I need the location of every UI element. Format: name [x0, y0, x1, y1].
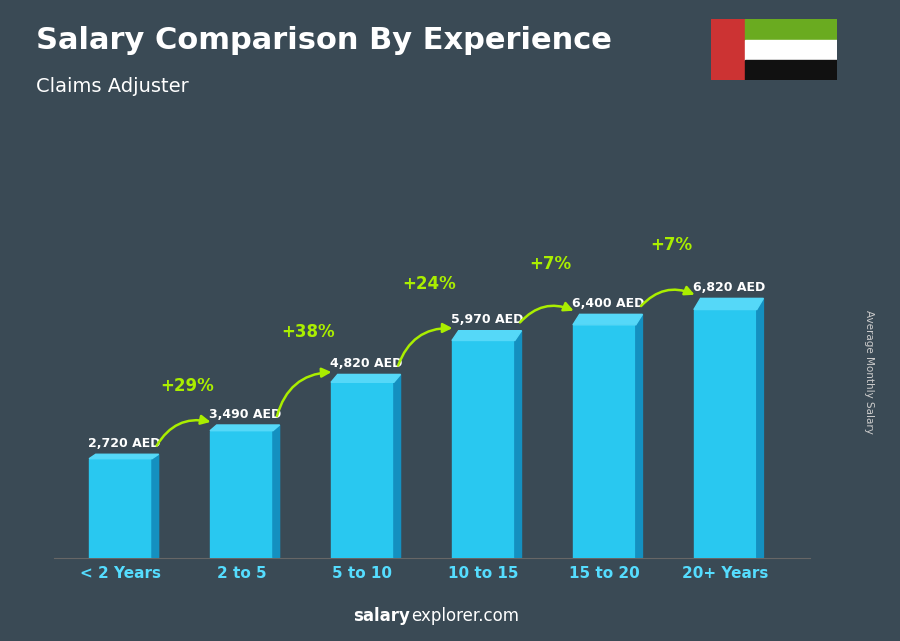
- Bar: [210, 431, 273, 558]
- Polygon shape: [635, 314, 643, 558]
- Polygon shape: [452, 331, 521, 340]
- Bar: [744, 19, 837, 40]
- Bar: [452, 340, 515, 558]
- Text: Claims Adjuster: Claims Adjuster: [36, 77, 189, 96]
- Bar: [89, 459, 152, 558]
- Bar: [573, 325, 635, 558]
- Text: 4,820 AED: 4,820 AED: [329, 357, 402, 370]
- Text: 2,720 AED: 2,720 AED: [87, 437, 160, 450]
- Text: +7%: +7%: [650, 236, 692, 254]
- Polygon shape: [152, 454, 158, 558]
- Bar: [694, 310, 757, 558]
- Text: 6,820 AED: 6,820 AED: [692, 281, 765, 294]
- Polygon shape: [394, 374, 400, 558]
- Text: 5,970 AED: 5,970 AED: [451, 313, 523, 326]
- Text: Salary Comparison By Experience: Salary Comparison By Experience: [36, 26, 612, 54]
- Polygon shape: [757, 298, 763, 558]
- Polygon shape: [273, 425, 280, 558]
- Polygon shape: [694, 298, 763, 310]
- Polygon shape: [573, 314, 643, 325]
- Text: +7%: +7%: [529, 255, 571, 274]
- Polygon shape: [515, 331, 521, 558]
- Bar: [331, 382, 394, 558]
- Text: salary: salary: [353, 607, 410, 625]
- Text: 6,400 AED: 6,400 AED: [572, 297, 644, 310]
- Polygon shape: [331, 374, 400, 382]
- Bar: [744, 40, 837, 60]
- Bar: [711, 19, 744, 80]
- Polygon shape: [89, 454, 158, 459]
- Bar: [744, 60, 837, 80]
- Text: +24%: +24%: [402, 276, 456, 294]
- Polygon shape: [210, 425, 280, 431]
- Text: Average Monthly Salary: Average Monthly Salary: [863, 310, 874, 434]
- Text: 3,490 AED: 3,490 AED: [209, 408, 281, 420]
- Text: +29%: +29%: [160, 377, 214, 395]
- Text: explorer.com: explorer.com: [411, 607, 519, 625]
- Text: +38%: +38%: [281, 323, 335, 341]
